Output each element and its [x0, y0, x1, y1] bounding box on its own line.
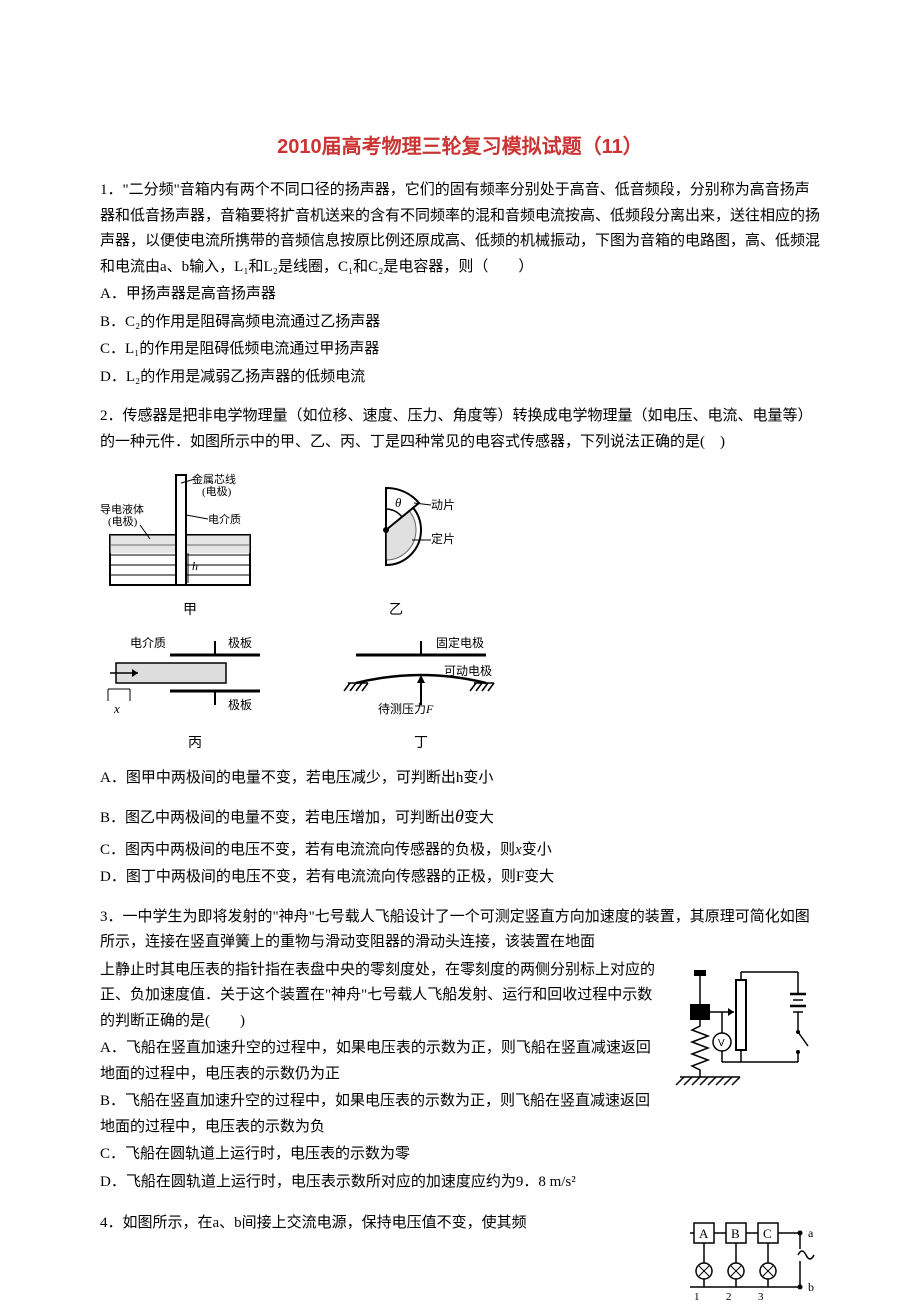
- question-4: A B C 1: [100, 1211, 820, 1237]
- q3-circuit-icon: V: [670, 962, 820, 1092]
- svg-text:(电极): (电极): [108, 514, 138, 528]
- page-title: 2010届高考物理三轮复习模拟试题（11）: [100, 130, 820, 164]
- svg-text:x: x: [113, 701, 120, 716]
- question-1: 1．"二分频"音箱内有两个不同口径的扬声器，它们的固有频率分别处于高音、低音频段…: [100, 178, 820, 390]
- q2-b-pre: B．图乙中两极间的电量不变，若电压增加，可判断出: [100, 810, 455, 826]
- q1-option-c: C．L₁的作用是阻碍低频电流通过甲扬声器: [100, 337, 820, 363]
- q2-fig-row2: x 电介质 极板 极板 丙: [100, 633, 820, 756]
- fig-yi-label: 乙: [389, 599, 403, 623]
- q4-figure: A B C 1: [680, 1215, 820, 1305]
- q2-b-post: 变大: [464, 810, 494, 826]
- svg-text:θ: θ: [395, 495, 402, 510]
- question-2: 2．传感器是把非电学物理量（如位移、速度、压力、角度等）转换成电学物理量（如电压…: [100, 404, 820, 891]
- q1-option-a: A．甲扬声器是高音扬声器: [100, 282, 820, 308]
- fig-bing-icon: x 电介质 极板 极板: [100, 633, 290, 728]
- q2-c-pre: C．图丙中两极间的电压不变，若有电流流向传感器的负极，则: [100, 842, 515, 858]
- svg-text:金属芯线: 金属芯线: [192, 472, 236, 486]
- svg-text:2: 2: [726, 1291, 732, 1303]
- svg-text:极板: 极板: [228, 698, 252, 712]
- svg-text:定片: 定片: [431, 531, 455, 546]
- q3-option-c: C．飞船在圆轨道上运行时，电压表的示数为零: [100, 1142, 820, 1168]
- q2-c-x: x: [515, 842, 522, 858]
- q2-fig-row1: h 金属芯线 (电极) 电介质 导电液体 (电极) 甲: [100, 465, 820, 623]
- svg-text:b: b: [808, 1280, 814, 1294]
- q2-b-theta: θ: [455, 806, 464, 826]
- svg-text:1: 1: [694, 1291, 700, 1303]
- svg-text:V: V: [718, 1038, 725, 1049]
- svg-text:动片: 动片: [431, 498, 455, 512]
- svg-text:可动电极: 可动电极: [444, 664, 492, 678]
- fig-jia-icon: h 金属芯线 (电极) 电介质 导电液体 (电极): [100, 465, 280, 595]
- svg-text:电介质: 电介质: [208, 513, 241, 526]
- q1-stem: 1．"二分频"音箱内有两个不同口径的扬声器，它们的固有频率分别处于高音、低音频段…: [100, 178, 820, 280]
- q2-fig-ding: 固定电极 可动电极 待测压力F 丁: [326, 633, 516, 756]
- svg-text:B: B: [731, 1226, 740, 1241]
- q3-option-b: B．飞船在竖直加速升空的过程中，如果电压表的示数为正，则飞船在竖直减速返回地面的…: [100, 1089, 820, 1140]
- svg-text:待测压力F: 待测压力F: [378, 702, 434, 716]
- q3-stem1: 3．一中学生为即将发射的"神舟"七号载人飞船设计了一个可测定竖直方向加速度的装置…: [100, 905, 820, 956]
- svg-text:A: A: [699, 1226, 709, 1241]
- q1-option-d: D．L₂的作用是减弱乙扬声器的低频电流: [100, 365, 820, 391]
- q2-option-a: A．图甲中两极间的电量不变，若电压减少，可判断出h变小: [100, 766, 820, 792]
- svg-text:a: a: [808, 1226, 814, 1240]
- question-3: 3．一中学生为即将发射的"神舟"七号载人飞船设计了一个可测定竖直方向加速度的装置…: [100, 905, 820, 1198]
- q2-fig-yi: θ 动片 定片 乙: [316, 465, 476, 623]
- fig-ding-label: 丁: [414, 732, 428, 756]
- q2-option-d: D．图丁中两极间的电压不变，若有电流流向传感器的正极，则F变大: [100, 865, 820, 891]
- fig-yi-icon: θ 动片 定片: [316, 465, 476, 595]
- fig-bing-label: 丙: [188, 732, 202, 756]
- q3-option-d: D．飞船在圆轨道上运行时，电压表示数所对应的加速度应约为9．8 m/s²: [100, 1170, 820, 1196]
- q2-option-c: C．图丙中两极间的电压不变，若有电流流向传感器的负极，则x变小: [100, 838, 820, 864]
- fig-ding-icon: 固定电极 可动电极 待测压力F: [326, 633, 516, 728]
- svg-text:极板: 极板: [228, 636, 252, 650]
- q3-figure: V: [670, 962, 820, 1092]
- svg-text:3: 3: [758, 1291, 764, 1303]
- fig-jia-label: 甲: [183, 599, 197, 623]
- svg-text:C: C: [763, 1226, 772, 1241]
- svg-text:电介质: 电介质: [130, 636, 166, 650]
- q4-circuit-icon: A B C 1: [680, 1215, 820, 1305]
- svg-text:导电液体: 导电液体: [100, 502, 144, 516]
- q2-fig-bing: x 电介质 极板 极板 丙: [100, 633, 290, 756]
- q2-c-post: 变小: [522, 842, 552, 858]
- svg-text:h: h: [192, 559, 198, 573]
- q2-option-b: B．图乙中两极间的电量不变，若电压增加，可判断出θ变大: [100, 801, 820, 832]
- q1-option-b: B．C₂的作用是阻碍高频电流通过乙扬声器: [100, 310, 820, 336]
- q2-fig-jia: h 金属芯线 (电极) 电介质 导电液体 (电极) 甲: [100, 465, 280, 623]
- svg-text:固定电极: 固定电极: [436, 635, 484, 650]
- q2-stem: 2．传感器是把非电学物理量（如位移、速度、压力、角度等）转换成电学物理量（如电压…: [100, 404, 820, 455]
- svg-text:(电极): (电极): [202, 484, 232, 498]
